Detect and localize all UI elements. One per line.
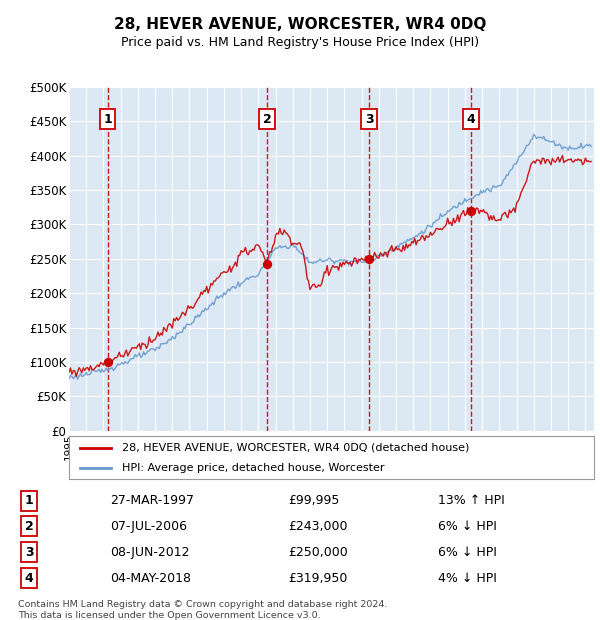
Text: 2: 2 (25, 520, 34, 533)
Text: 2: 2 (263, 113, 272, 126)
Point (466, 206, 476, 216)
Text: £99,995: £99,995 (289, 494, 340, 507)
Text: 1: 1 (25, 494, 34, 507)
Text: 6% ↓ HPI: 6% ↓ HPI (438, 520, 497, 533)
Text: Price paid vs. HM Land Registry's House Price Index (HPI): Price paid vs. HM Land Registry's House … (121, 36, 479, 49)
Point (364, 254, 374, 264)
Text: £319,950: £319,950 (289, 572, 348, 585)
Point (103, 357, 112, 367)
Text: HPI: Average price, detached house, Worcester: HPI: Average price, detached house, Worc… (121, 463, 384, 473)
Text: £250,000: £250,000 (289, 546, 348, 559)
Text: 13% ↑ HPI: 13% ↑ HPI (438, 494, 505, 507)
Text: 4: 4 (25, 572, 34, 585)
Text: 08-JUN-2012: 08-JUN-2012 (110, 546, 190, 559)
Text: 4% ↓ HPI: 4% ↓ HPI (438, 572, 497, 585)
Text: 28, HEVER AVENUE, WORCESTER, WR4 0DQ (detached house): 28, HEVER AVENUE, WORCESTER, WR4 0DQ (de… (121, 443, 469, 453)
Text: 3: 3 (25, 546, 34, 559)
Point (262, 259, 272, 268)
Text: 04-MAY-2018: 04-MAY-2018 (110, 572, 191, 585)
Text: 3: 3 (365, 113, 374, 126)
Text: 1: 1 (103, 113, 112, 126)
Text: 4: 4 (466, 113, 475, 126)
Text: 6% ↓ HPI: 6% ↓ HPI (438, 546, 497, 559)
Text: Contains HM Land Registry data © Crown copyright and database right 2024.
This d: Contains HM Land Registry data © Crown c… (18, 600, 388, 619)
Text: 07-JUL-2006: 07-JUL-2006 (110, 520, 187, 533)
Text: 27-MAR-1997: 27-MAR-1997 (110, 494, 194, 507)
Text: 28, HEVER AVENUE, WORCESTER, WR4 0DQ: 28, HEVER AVENUE, WORCESTER, WR4 0DQ (114, 17, 486, 32)
Text: £243,000: £243,000 (289, 520, 348, 533)
